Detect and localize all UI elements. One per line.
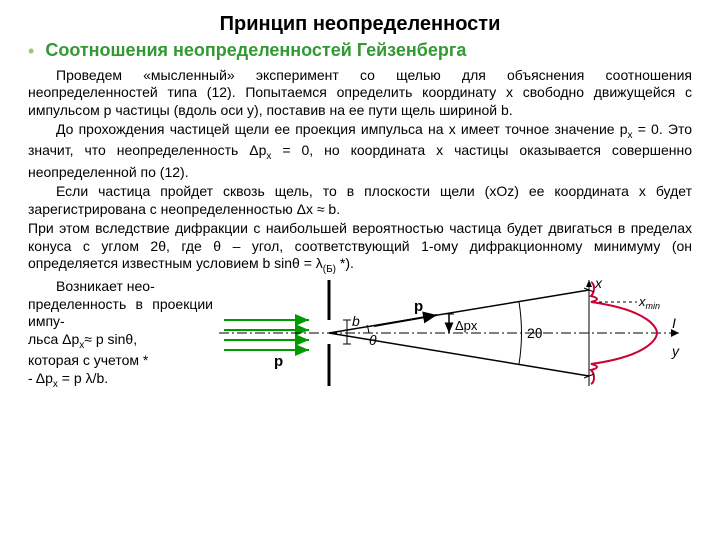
subtitle-text: Соотношения неопределенностей Гейзенберг… <box>45 40 466 60</box>
paragraph-4: При этом вследствие дифракции с наибольш… <box>28 220 692 276</box>
label-b: b <box>352 313 360 329</box>
label-theta: θ <box>369 332 377 348</box>
paragraph-1: Проведем «мысленный» эксперимент со щель… <box>28 67 692 120</box>
subtitle-row: • Соотношения неопределенностей Гейзенбе… <box>28 39 692 63</box>
label-dpx: Δpx <box>455 318 478 333</box>
label-I: I <box>672 315 676 331</box>
bullet-icon: • <box>28 40 34 63</box>
left-text-block: Возникает нео- пределенность в проекции … <box>28 278 213 391</box>
label-y: y <box>671 343 680 359</box>
bottom-row: Возникает нео- пределенность в проекции … <box>28 278 692 393</box>
label-xmin: xmin <box>638 294 660 311</box>
label-2theta: 2θ <box>527 325 543 341</box>
label-p-top: p <box>414 298 423 315</box>
label-p-left: p <box>274 353 283 370</box>
page-title: Принцип неопределенности <box>28 12 692 37</box>
paragraph-2: До прохождения частицей щели ее проекция… <box>28 121 692 181</box>
paragraph-3: Если частица пройдет сквозь щель, то в п… <box>28 183 692 218</box>
label-x: x <box>594 278 603 291</box>
diffraction-diagram: p b y I x θ 2θ <box>219 278 692 393</box>
diagram-svg: p b y I x θ 2θ <box>219 278 689 388</box>
